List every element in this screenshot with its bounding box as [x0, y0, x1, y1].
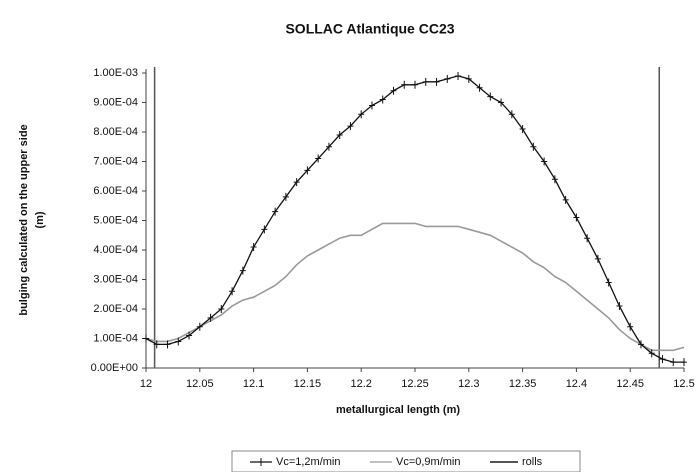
x-tick-label: 12.15: [294, 378, 322, 390]
point-marker: [186, 331, 193, 340]
legend-marker: [258, 458, 264, 466]
y-tick-label: 5.00E-04: [93, 214, 138, 226]
y-tick-label: 8.00E-04: [93, 126, 138, 138]
y-tick-label: 7.00E-04: [93, 155, 138, 167]
point-marker: [175, 337, 182, 346]
point-marker: [293, 178, 300, 187]
x-tick-label: 12.35: [509, 378, 537, 390]
x-tick-label: 12: [140, 378, 152, 390]
y-tick-label: 4.00E-04: [93, 244, 138, 256]
point-marker: [562, 195, 569, 204]
point-marker: [605, 278, 612, 287]
x-tick-label: 12.25: [401, 378, 429, 390]
y-tick-label: 6.00E-04: [93, 185, 138, 197]
y-axis-label: bulging calculated on the upper side: [18, 124, 30, 315]
point-marker: [250, 243, 257, 252]
point-marker: [498, 98, 505, 107]
point-marker: [261, 225, 268, 234]
point-marker: [648, 349, 655, 358]
chart-title: SOLLAC Atlantique CC23: [285, 21, 454, 37]
point-marker: [368, 101, 375, 110]
point-marker: [336, 130, 343, 139]
point-marker: [218, 305, 225, 313]
point-marker: [476, 83, 483, 92]
series-line: [145, 222, 685, 352]
point-marker: [304, 166, 311, 175]
point-marker: [422, 77, 429, 86]
point-marker: [390, 86, 397, 95]
point-marker: [530, 142, 537, 151]
point-marker: [239, 266, 246, 275]
point-marker: [465, 74, 472, 83]
y-axis-label: (m): [34, 211, 46, 228]
point-marker: [551, 175, 558, 184]
x-tick-label: 12.2: [350, 378, 371, 390]
point-marker: [412, 80, 418, 89]
x-tick-label: 12.4: [566, 378, 587, 390]
point-marker: [207, 313, 214, 322]
y-tick-label: 3.00E-04: [93, 273, 138, 285]
point-marker: [315, 154, 322, 163]
point-marker: [541, 157, 548, 166]
point-marker: [282, 192, 289, 201]
point-marker: [487, 92, 494, 101]
point-marker: [143, 334, 149, 343]
point-marker: [670, 358, 677, 367]
y-tick-label: 0.00E+00: [91, 362, 138, 374]
legend-label: Vc=1,2m/min: [276, 456, 341, 468]
point-marker: [153, 340, 160, 349]
point-marker: [433, 77, 440, 86]
point-marker: [519, 125, 526, 134]
point-marker: [379, 95, 386, 104]
point-marker: [594, 254, 601, 263]
x-tick-label: 12.45: [616, 378, 644, 390]
point-marker: [508, 110, 515, 119]
x-axis-label: metallurgical length (m): [336, 404, 460, 416]
point-marker: [229, 287, 236, 296]
point-marker: [616, 302, 623, 311]
y-tick-label: 1.00E-04: [93, 332, 138, 344]
series-line: [145, 75, 684, 363]
x-tick-label: 12.1: [243, 378, 264, 390]
point-marker: [637, 340, 644, 349]
point-marker: [358, 110, 365, 119]
legend-label: Vc=0,9m/min: [396, 456, 461, 468]
point-marker: [584, 234, 591, 243]
x-tick-label: 12.5: [673, 378, 694, 390]
point-marker: [455, 71, 462, 80]
point-marker: [325, 142, 332, 151]
point-marker: [573, 213, 580, 222]
point-marker: [347, 122, 354, 131]
point-marker: [196, 322, 203, 331]
legend-label: rolls: [522, 456, 543, 468]
legend-box: [231, 450, 581, 472]
point-marker: [444, 74, 451, 83]
point-marker: [401, 80, 408, 89]
point-marker: [164, 340, 171, 349]
y-tick-label: 9.00E-04: [93, 96, 138, 108]
y-tick-label: 1.00E-03: [93, 67, 138, 79]
point-marker: [627, 322, 634, 331]
y-tick-label: 2.00E-04: [93, 303, 138, 315]
x-tick-label: 12.05: [186, 378, 214, 390]
point-marker: [272, 207, 279, 216]
x-tick-label: 12.3: [458, 378, 479, 390]
point-marker: [659, 355, 666, 364]
point-marker: [681, 358, 687, 367]
